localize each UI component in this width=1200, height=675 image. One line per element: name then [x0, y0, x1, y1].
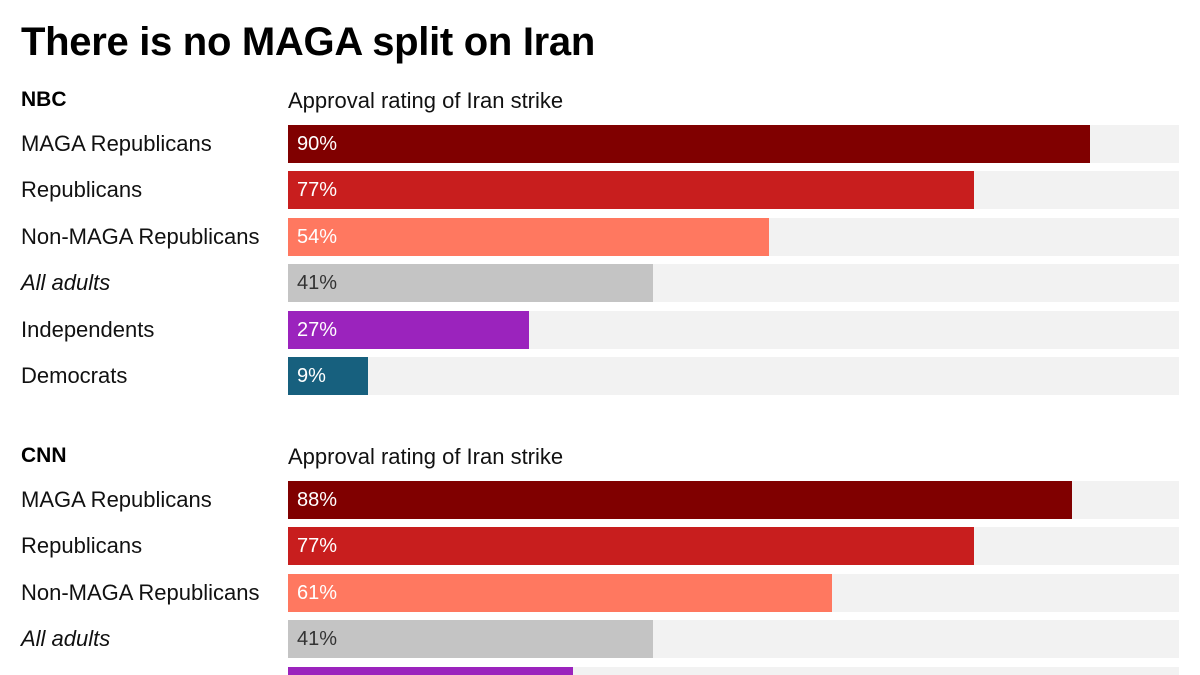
bar-value-label: 54%: [297, 225, 338, 248]
bar-row: All adults 41%: [0, 263, 1200, 303]
bar-value-label: 41%: [297, 628, 338, 651]
bar-track: 77%: [288, 527, 1179, 566]
bar-row: [0, 666, 1200, 675]
bar-row: All adults 41%: [0, 619, 1200, 659]
bar-row: Republicans 77%: [0, 526, 1200, 566]
bar-track: 77%: [288, 171, 1179, 210]
bar-track: 54%: [288, 217, 1179, 256]
chart-title: There is no MAGA split on Iran: [21, 20, 596, 64]
bar: 61%: [288, 573, 832, 612]
bar: 41%: [288, 264, 654, 303]
bar-row: Non-MAGA Republicans 61%: [0, 573, 1200, 613]
bar: 88%: [288, 481, 1073, 519]
bar-track: 90%: [288, 125, 1179, 163]
bar: 54%: [288, 217, 770, 256]
category-label: Non-MAGA Republicans: [21, 223, 260, 249]
category-label: All adults: [21, 270, 111, 296]
bar: [288, 666, 574, 675]
bar-track: 88%: [288, 481, 1179, 519]
bar-row: Non-MAGA Republicans 54%: [0, 217, 1200, 257]
bar-row: MAGA Republicans 90%: [0, 124, 1200, 164]
bar: 77%: [288, 171, 975, 210]
panel-source-label: CNN: [21, 444, 67, 467]
panel-subtitle: Approval rating of Iran strike: [288, 88, 564, 113]
category-label: Republicans: [21, 533, 143, 559]
bar: 90%: [288, 125, 1090, 163]
bar-track: 41%: [288, 264, 1179, 303]
bar-value-label: 90%: [297, 133, 338, 155]
category-label: Democrats: [21, 363, 128, 388]
category-label: Independents: [21, 316, 155, 342]
bar-value-label: 77%: [297, 535, 338, 558]
bar-value-label: 27%: [297, 318, 338, 341]
category-label: MAGA Republicans: [21, 487, 212, 512]
bar: 27%: [288, 310, 529, 349]
category-label: MAGA Republicans: [21, 131, 212, 156]
bar-value-label: 9%: [297, 365, 326, 387]
bar: 77%: [288, 527, 975, 566]
bar-value-label: 88%: [297, 489, 338, 511]
bar-value-label: 41%: [297, 272, 338, 295]
bar-track: 9%: [288, 357, 1179, 395]
bar-track: [288, 666, 1179, 675]
category-label: All adults: [21, 626, 111, 652]
bar: 9%: [288, 357, 369, 395]
panel-source-label: NBC: [21, 88, 67, 111]
bar-value-label: 61%: [297, 581, 338, 604]
bar-row: Democrats 9%: [0, 356, 1200, 396]
bar-track: 61%: [288, 573, 1179, 612]
bar-row: Independents 27%: [0, 310, 1200, 350]
bar-value-label: 77%: [297, 179, 338, 202]
panel-subtitle: Approval rating of Iran strike: [288, 444, 564, 469]
category-label: Republicans: [21, 177, 143, 203]
bar-track: 41%: [288, 620, 1179, 659]
bar-row: Republicans 77%: [0, 170, 1200, 210]
bar-row: MAGA Republicans 88%: [0, 480, 1200, 520]
category-label: Non-MAGA Republicans: [21, 579, 260, 605]
bar-track: 27%: [288, 310, 1179, 349]
bar: 41%: [288, 620, 654, 659]
